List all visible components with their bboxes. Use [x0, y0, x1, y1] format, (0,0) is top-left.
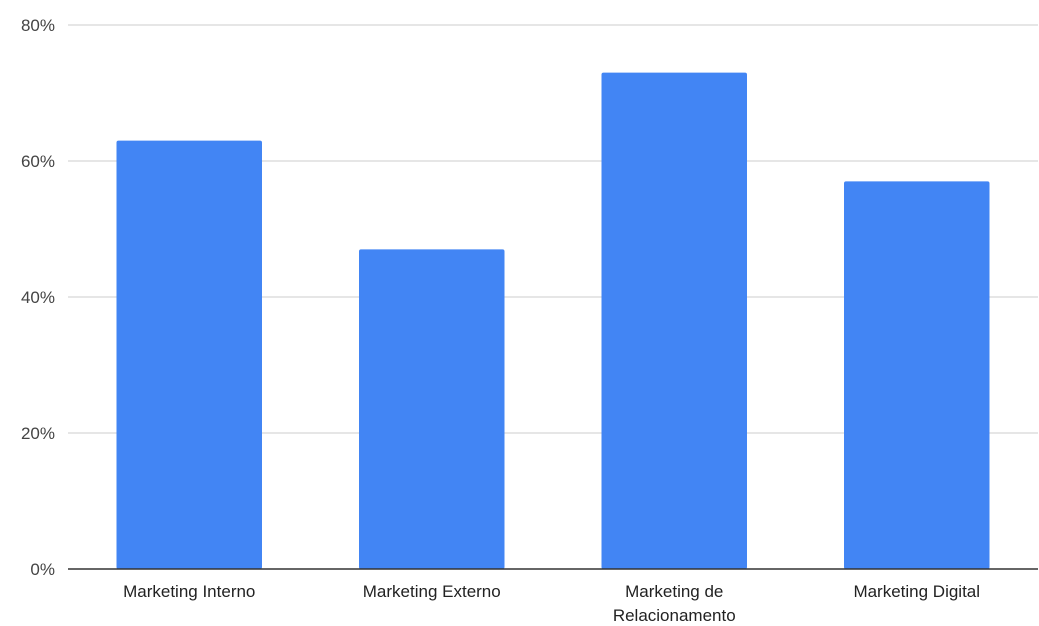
- x-category-label: Marketing de Relacionamento: [613, 582, 736, 625]
- y-tick-label: 40%: [21, 288, 55, 307]
- bar: [116, 140, 262, 569]
- x-category-label-line: Relacionamento: [613, 606, 736, 625]
- x-category-label-line: Marketing Digital: [853, 582, 980, 601]
- x-category-label: Marketing Interno: [123, 582, 255, 601]
- x-category-label-line: Marketing Externo: [363, 582, 501, 601]
- bar: [359, 249, 505, 569]
- bars: [116, 72, 990, 569]
- y-axis-ticks: 0% 20% 40% 60% 80%: [21, 16, 55, 579]
- y-tick-label: 60%: [21, 152, 55, 171]
- x-category-label-line: Marketing de: [625, 582, 723, 601]
- x-axis-labels: Marketing Interno Marketing Externo Market…: [123, 582, 980, 625]
- bar: [601, 72, 747, 569]
- bar: [844, 181, 990, 569]
- x-category-label: Marketing Digital: [853, 582, 980, 601]
- y-tick-label: 0%: [30, 560, 55, 579]
- x-category-label-line: Marketing Interno: [123, 582, 255, 601]
- x-category-label: Marketing Externo: [363, 582, 501, 601]
- y-tick-label: 20%: [21, 424, 55, 443]
- y-tick-label: 80%: [21, 16, 55, 35]
